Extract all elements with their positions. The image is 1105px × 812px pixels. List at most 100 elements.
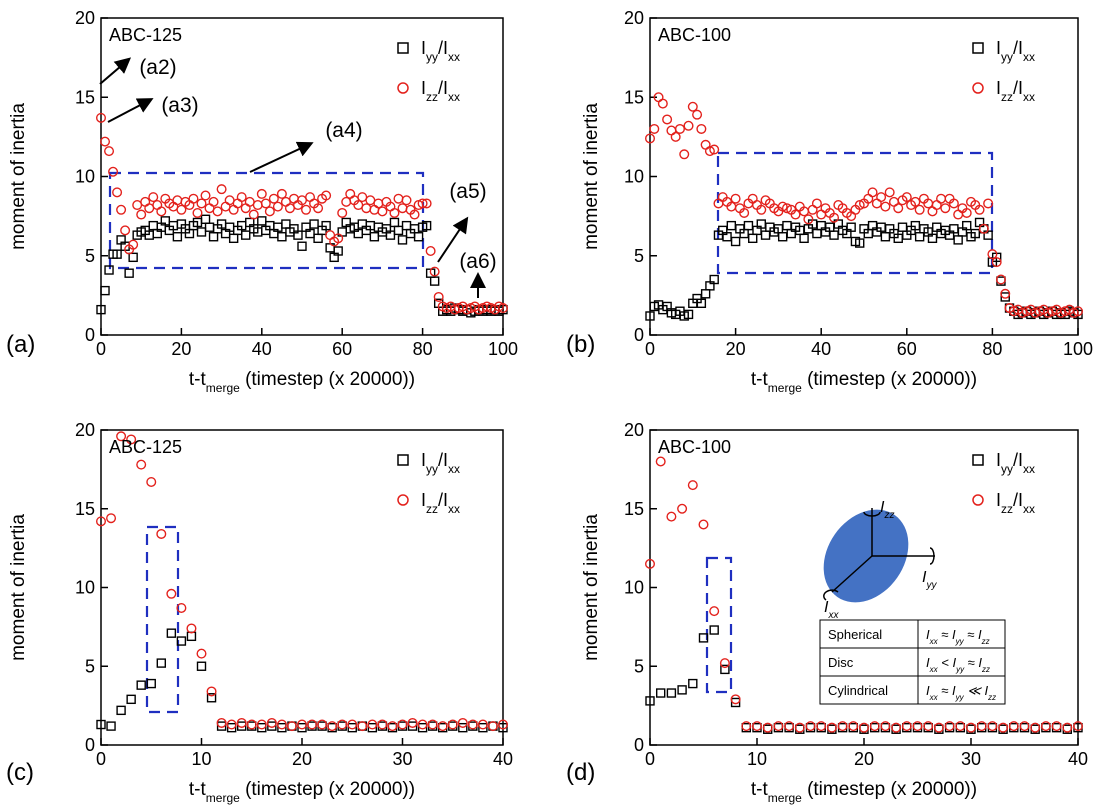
text-part: I [996,78,1001,98]
text-part: (timestep (x 20000)) [802,369,977,390]
circle-marker [888,196,899,207]
table-cell: Ixx < Iyy ≈ Izz [926,655,990,674]
square-marker [700,289,711,299]
circle-marker [305,192,316,203]
circle-marker [307,719,318,730]
circle-marker [645,133,656,144]
circle-marker [657,98,668,109]
circle-marker [1017,307,1028,318]
circle-marker [709,606,720,617]
subscript: zz [426,90,438,104]
circle-marker [246,719,257,730]
circle-marker [884,187,895,198]
legend-label: Izz/Ixx [996,490,1035,516]
circle-marker [95,112,106,123]
legend-marker [972,454,984,466]
text-part: I [996,450,1001,470]
panel-title: ABC-125 [109,437,182,457]
square-marker [208,232,219,242]
region-box [145,525,180,714]
legend-label: Iyy/Ixx [996,38,1035,64]
circle-marker [417,719,428,730]
circle-marker [1008,721,1019,732]
circle-marker [301,204,312,215]
square-marker [498,722,508,733]
inset-axis-label: Iyy [922,569,937,591]
text-part: I [421,450,426,470]
circle-marker [1040,721,1051,732]
y-tick-label: 10 [75,167,95,187]
legend-marker [972,42,984,54]
circle-marker [848,721,859,732]
circle-marker [876,192,887,203]
circle-marker [944,721,955,732]
table-cell: Spherical [828,627,882,642]
square-marker [369,232,380,242]
square-marker [429,276,440,286]
square-marker [172,232,183,242]
x-tick-label: 20 [854,749,874,769]
square-marker [100,285,110,296]
circle-marker [206,686,217,697]
square-marker [196,661,207,671]
circle-marker [666,511,677,522]
circle-marker [208,196,219,207]
square-marker [743,220,754,231]
circle-marker [803,214,814,225]
x-tick-label: 10 [747,749,767,769]
inset-axis-label: Izz [880,499,894,521]
y-tick-label: 5 [85,656,95,676]
circle-marker [166,588,177,599]
text-part: ≈ I [938,683,956,698]
panel-label: (d) [566,759,595,786]
x-tick-label: 40 [493,749,513,769]
circle-marker [276,719,287,730]
circle-marker [1055,307,1066,318]
subscript: xx [929,693,939,702]
circle-marker [1068,307,1079,318]
legend-marker [397,454,409,466]
circle-marker [236,192,247,203]
y-tick-label: 10 [75,578,95,598]
square-marker [782,220,792,231]
circle-marker [649,123,660,134]
panel-label: (a) [6,331,35,358]
text-part: ≪ I [964,683,989,698]
square-marker [124,268,134,278]
subscript: yy [426,50,438,64]
circle-marker [397,203,408,214]
panel-label: (b) [566,331,595,358]
text-part: I [996,490,1001,510]
text-part: t-t [751,369,769,390]
circle-marker [955,721,966,732]
circle-marker [276,188,287,199]
circle-marker [978,223,989,234]
text-part: I [926,627,930,642]
circle-marker [297,719,308,730]
circle-marker [260,198,271,209]
square-marker [730,697,741,708]
legend-marker [972,82,984,94]
circle-marker [313,203,324,214]
square-marker [777,232,788,242]
y-tick-label: 0 [85,325,95,345]
rotation-arrow [823,589,839,601]
square-marker [160,216,171,226]
circle-marker [393,193,404,204]
subscript: zz [981,665,990,674]
circle-marker [220,201,231,212]
circle-marker [192,207,203,218]
square-marker [226,722,237,733]
circle-marker [417,198,428,209]
annotation: (a3) [161,94,198,117]
circle-marker [128,239,139,250]
subscript: zz [981,637,990,646]
circle-marker [923,721,934,732]
square-marker [293,230,303,240]
subscript: zz [987,693,996,702]
square-marker [962,220,972,231]
circle-marker [719,658,730,669]
square-marker [696,298,707,308]
square-marker [846,222,856,232]
circle-marker [204,203,215,214]
